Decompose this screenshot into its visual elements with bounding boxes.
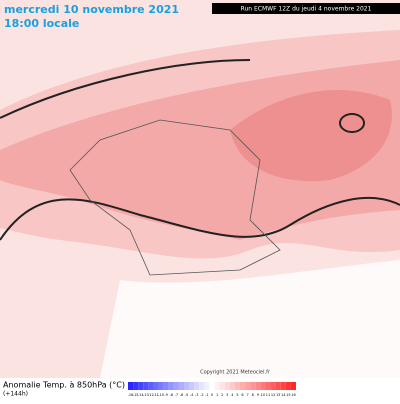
colorbar-cell — [128, 382, 134, 390]
colorbar-cell — [234, 382, 240, 390]
colorbar-cell — [270, 382, 276, 390]
colorbar-label: 16 — [291, 393, 295, 397]
colorbar-label: -10 — [158, 393, 164, 397]
colorbar-cell — [275, 382, 281, 390]
colorbar-label: 11 — [266, 393, 270, 397]
colorbar-label: 0 — [211, 393, 213, 397]
colorbar-label: -11 — [153, 393, 159, 397]
forecast-time: 18:00 locale — [4, 17, 79, 30]
colorbar-label: 10 — [261, 393, 265, 397]
copyright: Copyright 2021 Meteociel.fr — [200, 370, 271, 376]
colorbar-cell — [214, 382, 220, 390]
colorbar-label: 7 — [247, 393, 249, 397]
colorbar-cell — [184, 382, 190, 390]
colorbar-label: -15 — [133, 393, 139, 397]
colorbar-label: -7 — [175, 393, 179, 397]
colorbar-cell — [158, 382, 164, 390]
colorbar-label: -6 — [180, 393, 184, 397]
neutral-zone — [100, 260, 400, 378]
lead-time: (+144h) — [3, 391, 28, 398]
colorbar-cell — [173, 382, 179, 390]
colorbar-label: 2 — [221, 393, 223, 397]
colorbar-cell — [199, 382, 205, 390]
colorbar-label: 4 — [231, 393, 234, 397]
run-box — [212, 3, 400, 14]
colorbar-label: -14 — [138, 393, 144, 397]
colorbar-label: 9 — [257, 393, 259, 397]
colorbar-label: 3 — [226, 393, 228, 397]
colorbar-label: -2 — [200, 393, 204, 397]
legend-title: Anomalie Temp. à 850hPa (°C) — [3, 381, 125, 390]
colorbar-cell — [133, 382, 139, 390]
colorbar-cell — [204, 382, 210, 390]
colorbar-label: 13 — [276, 393, 280, 397]
colorbar-label: 1 — [216, 393, 218, 397]
colorbar-cell — [224, 382, 230, 390]
colorbar-label: -3 — [195, 393, 199, 397]
run-info: Run ECMWF 12Z du jeudi 4 novembre 2021 — [241, 6, 372, 13]
colorbar-label: 6 — [241, 393, 243, 397]
colorbar: -16 -15 -14 -13 -12 -11 -10 -9 -8 -7 -6 -5 -4 -3 -2 -1 0… — [128, 382, 296, 397]
colorbar-label: -8 — [170, 393, 174, 397]
colorbar-cell — [219, 382, 225, 390]
colorbar-cell — [194, 382, 200, 390]
colorbar-cell — [240, 382, 246, 390]
country-border — [69, 119, 281, 276]
forecast-date: mercredi 10 novembre 2021 — [4, 3, 179, 16]
colorbar-cell — [209, 382, 215, 390]
colorbar-cell — [290, 382, 296, 390]
colorbar-label: -1 — [205, 393, 209, 397]
colorbar-cell — [265, 382, 271, 390]
colorbar-cell — [163, 382, 169, 390]
colorbar-cell — [245, 382, 251, 390]
colorbar-label: -9 — [164, 393, 168, 397]
colorbar-label: 14 — [281, 393, 286, 397]
colorbar-cell — [229, 382, 235, 390]
colorbar-label: 12 — [271, 393, 275, 397]
colorbar-label: -16 — [128, 393, 134, 397]
colorbar-cell — [143, 382, 149, 390]
contour-line — [339, 113, 365, 133]
anomaly-zone-strong — [230, 90, 392, 182]
colorbar-label: -12 — [148, 393, 154, 397]
colorbar-cell — [255, 382, 261, 390]
colorbar-cell — [138, 382, 144, 390]
colorbar-cell — [250, 382, 256, 390]
colorbar-cell — [168, 382, 174, 390]
colorbar-cell — [260, 382, 266, 390]
colorbar-cell — [280, 382, 286, 390]
colorbar-label: -5 — [185, 393, 189, 397]
colorbar-label: -4 — [190, 393, 194, 397]
contour-line — [0, 59, 251, 119]
colorbar-cell — [189, 382, 195, 390]
colorbar-cell — [285, 382, 291, 390]
colorbar-cell — [148, 382, 154, 390]
colorbar-label: 15 — [286, 393, 290, 397]
colorbar-cell — [178, 382, 184, 390]
colorbar-label: 8 — [252, 393, 254, 397]
contour-line — [0, 196, 400, 241]
colorbar-label: 5 — [236, 393, 238, 397]
colorbar-label: -13 — [143, 393, 149, 397]
colorbar-cell — [153, 382, 159, 390]
